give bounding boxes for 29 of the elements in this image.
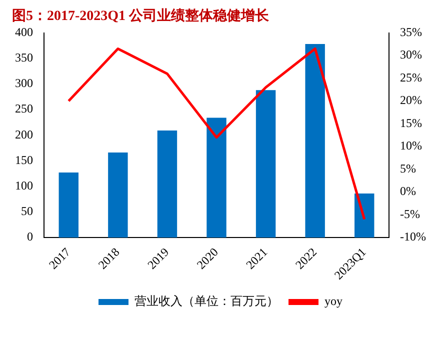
legend-label: 营业收入（单位：百万元）	[134, 294, 278, 308]
y2-tick-label: 10%	[400, 138, 422, 153]
y-tick-label: 350	[15, 50, 33, 65]
bar	[58, 172, 78, 238]
y-tick-label: 250	[15, 102, 33, 116]
bar	[256, 90, 276, 238]
y2-tick-label: 15%	[400, 116, 422, 130]
y2-tick-label: 5%	[400, 161, 416, 176]
y-tick-label: 100	[15, 178, 33, 192]
y-tick-label: 150	[15, 152, 33, 167]
y2-tick-label: -10%	[400, 230, 426, 244]
y2-tick-label: 30%	[400, 48, 422, 62]
bar	[206, 118, 226, 238]
y2-tick-label: 0%	[400, 184, 416, 198]
y-tick-label: 0	[27, 230, 33, 244]
y2-tick-label: 20%	[400, 93, 422, 108]
y-tick-label: 300	[15, 76, 33, 90]
y2-tick-label: 25%	[400, 70, 422, 84]
legend-label: yoy	[324, 294, 342, 308]
y2-tick-label: -5%	[400, 206, 420, 221]
bar	[157, 130, 178, 238]
y2-tick-label: 35%	[400, 24, 422, 39]
bar	[354, 193, 374, 238]
y-tick-label: 400	[15, 24, 33, 39]
chart-title: 图5：2017-2023Q1 公司业绩整体稳健增长	[12, 8, 270, 24]
y-tick-label: 200	[15, 127, 33, 142]
y-tick-label: 50	[21, 204, 33, 218]
bar	[108, 152, 128, 238]
bar	[305, 44, 325, 238]
